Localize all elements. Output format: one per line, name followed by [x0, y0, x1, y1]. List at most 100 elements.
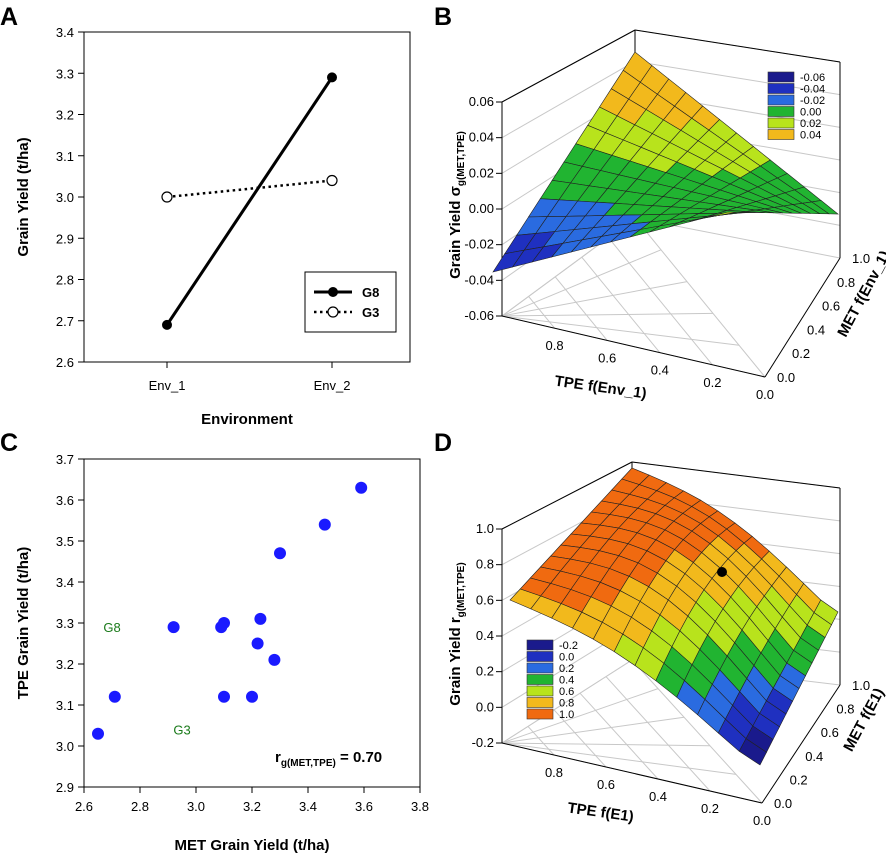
floor-grid-b — [501, 315, 740, 346]
y-tick-label-a: 3.0 — [56, 190, 74, 205]
legend-swatch-b — [767, 71, 795, 83]
legend-swatch-b — [767, 117, 795, 129]
legend-label-d: 0.2 — [559, 663, 574, 675]
x-tick-label-d: 0.2 — [701, 801, 719, 816]
scatter-point — [251, 637, 264, 650]
y-tick-label-a: 3.2 — [56, 108, 74, 123]
series-line-g3 — [166, 179, 333, 199]
floor-grid-d — [553, 709, 607, 768]
box-edge-b — [501, 29, 636, 103]
x-tick-label-c: 3.2 — [243, 799, 261, 814]
point-g8 — [327, 72, 337, 83]
z-tick-label-b: -0.02 — [464, 237, 494, 252]
x-tick-label-d: 0.8 — [545, 765, 563, 780]
floor-grid-d — [501, 659, 633, 744]
box-edge-d — [761, 684, 841, 804]
x-tick-label-b: 0.0 — [756, 387, 774, 402]
z-tick-label-b: 0.00 — [469, 201, 494, 216]
scatter-point — [318, 518, 331, 531]
z-tick-label-d: -0.2 — [472, 735, 494, 750]
floor-grid-b — [501, 312, 714, 317]
box-edge-d — [501, 742, 763, 804]
legend-label-b: -0.06 — [800, 72, 825, 84]
z-tick-label-b: 0.06 — [469, 94, 494, 109]
panel-letter-d: D — [434, 429, 452, 457]
z-tick-label-d: 0.0 — [476, 699, 494, 714]
x-tick-label-c: 3.0 — [187, 799, 205, 814]
legend-label-b: 0.02 — [800, 118, 821, 130]
box-edge-b — [764, 257, 841, 378]
legend-label-g8: G8 — [362, 285, 379, 300]
legend-swatch-d — [526, 708, 554, 720]
scatter-point — [355, 481, 368, 494]
legend-label-d: 1.0 — [559, 709, 574, 721]
legend-label-b: -0.04 — [800, 84, 825, 96]
y-tick-label-b: 0.4 — [807, 322, 825, 337]
legend-swatch-d — [526, 639, 554, 651]
x-tick-label-b: 0.4 — [651, 363, 669, 378]
y-tick-label-a: 2.8 — [56, 273, 74, 288]
x-tick-label-c: 3.4 — [299, 799, 317, 814]
scatter-point — [218, 690, 230, 703]
y-tick-label-c: 3.3 — [56, 616, 74, 631]
legend-swatch-d — [526, 662, 554, 674]
x-tick-label-b: 0.8 — [546, 338, 564, 353]
z-tick-label-d: 0.2 — [476, 664, 494, 679]
floor-grid-d — [501, 716, 685, 744]
legend-label-d: 0.0 — [559, 652, 574, 664]
legend-label-d: 0.6 — [559, 686, 574, 698]
legend-label-d: 0.4 — [559, 675, 574, 687]
x-tick-label-b: 0.2 — [703, 375, 721, 390]
floor-grid-b — [501, 249, 662, 317]
z-tick-label-d: 1.0 — [476, 521, 494, 536]
floor-grid-d — [605, 676, 711, 792]
legend-marker-g8 — [328, 287, 338, 297]
y-tick-label-d: 0.8 — [836, 702, 854, 717]
floor-grid-d — [579, 692, 659, 780]
y-tick-label-b: 0.2 — [792, 346, 810, 361]
x-axis-label-d: TPE f(E1) — [566, 799, 634, 825]
floor-grid-d — [501, 742, 737, 775]
floor-grid-d — [631, 659, 763, 804]
floor-grid-b — [581, 256, 661, 353]
floor-grid-b — [608, 237, 713, 366]
legend-swatch-b — [767, 83, 795, 94]
legend-swatch-d — [526, 674, 554, 685]
y-tick-label-c: 3.6 — [56, 493, 74, 508]
plot-frame-c — [83, 458, 421, 788]
box-edge-d — [631, 461, 841, 489]
scatter-point — [274, 547, 286, 560]
x-axis-label-b: TPE f(Env_1) — [554, 373, 648, 403]
y-tick-label-a: 3.4 — [56, 25, 74, 40]
x-tick-label-c: 2.8 — [131, 799, 149, 814]
floor-grid-d — [527, 726, 555, 756]
y-tick-label-b: 0.8 — [837, 275, 855, 290]
legend-label-d: -0.2 — [559, 640, 578, 652]
floor-grid-b — [554, 276, 608, 341]
scatter-point — [268, 653, 281, 666]
z-tick-label-b: 0.02 — [469, 165, 494, 180]
legend-swatch-d — [526, 697, 554, 708]
correlation-label: rg(MET,TPE) = 0.70 — [275, 749, 382, 769]
legend-label-b: -0.02 — [800, 95, 825, 107]
y-tick-label-a: 2.6 — [56, 355, 74, 370]
panel-letter-c: C — [0, 429, 18, 457]
scatter-point — [167, 621, 180, 634]
panel-letter-b: B — [434, 3, 452, 31]
z-tick-label-b: -0.06 — [464, 308, 494, 323]
legend-swatch-d — [526, 685, 554, 697]
box-edge-d — [501, 461, 633, 530]
z-tick-label-b: -0.04 — [464, 272, 494, 287]
z-axis-label-b: Grain Yield σg(MET,TPE) — [447, 131, 467, 279]
x-tick-label-a: Env_1 — [149, 378, 186, 393]
scatter-point — [246, 690, 258, 703]
floor-grid-b — [634, 217, 766, 378]
point-g3 — [161, 191, 173, 203]
z-axis-label-d: Grain Yield rg(MET,TPE) — [447, 562, 467, 705]
z-tick-label-d: 0.6 — [476, 592, 494, 607]
y-tick-label-b: 1.0 — [852, 251, 870, 266]
floor-grid-d — [501, 742, 711, 747]
y-axis-label-d: MET f(E1) — [840, 685, 886, 754]
y-tick-label-c: 3.1 — [56, 698, 74, 713]
